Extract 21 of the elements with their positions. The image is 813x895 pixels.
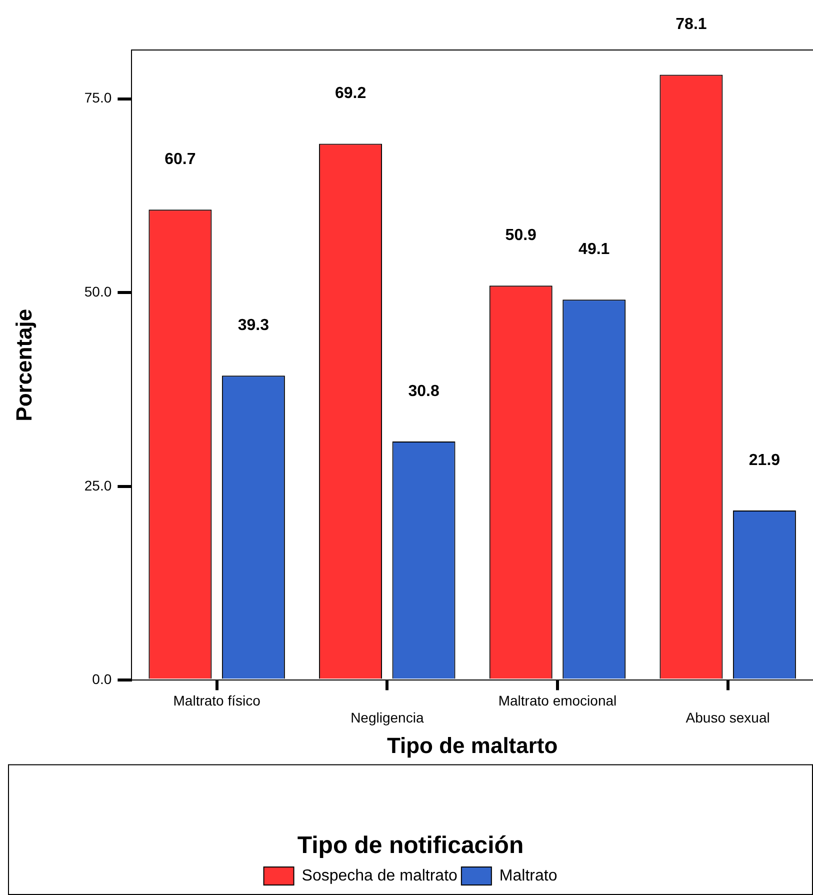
legend-title: Tipo de notificación <box>297 832 524 859</box>
x-tick-label: Maltrato emocional <box>498 692 617 708</box>
y-tick-label: 50.0 <box>84 283 112 300</box>
data-label: 21.9 <box>748 452 780 469</box>
legend-label: Maltrato <box>499 867 558 884</box>
data-label: 50.9 <box>505 227 537 244</box>
y-tick-label: 75.0 <box>84 90 112 106</box>
data-label: 78.1 <box>676 16 707 34</box>
x-tick-label: Negligencia <box>350 709 424 726</box>
data-label: 49.1 <box>578 241 610 258</box>
data-label: 30.8 <box>408 382 440 400</box>
y-axis-title: Porcentaje <box>11 308 36 422</box>
x-axis-title: Tipo de maltarto <box>386 733 558 758</box>
x-tick-label: Abuso sexual <box>686 709 770 726</box>
data-label: 69.2 <box>334 85 366 102</box>
legend-label: Sospecha de maltrato <box>302 867 458 884</box>
x-tick-label: Maltrato físico <box>173 692 261 708</box>
y-tick-label: 0.0 <box>92 671 112 688</box>
y-tick-label: 25.0 <box>84 477 112 494</box>
data-label: 39.3 <box>238 316 270 334</box>
data-label: 60.7 <box>164 151 196 168</box>
